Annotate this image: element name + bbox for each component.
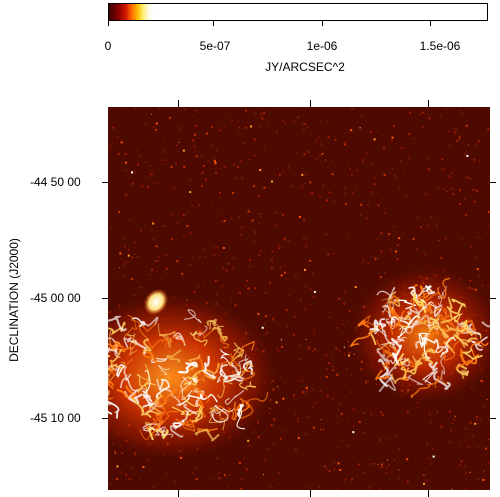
dec-tick-left [102, 298, 108, 299]
colorbar-tick [108, 21, 109, 26]
dec-tick-right [490, 298, 496, 299]
dec-tick-left [102, 182, 108, 183]
colorbar-title: JY/ARCSEC^2 [265, 60, 345, 74]
colorbar-tick [430, 21, 431, 26]
radio-image [108, 107, 490, 490]
dec-tick-label-0: -44 50 00 [30, 175, 81, 189]
ra-tick-top [428, 100, 429, 107]
ra-tick-bottom [178, 490, 179, 497]
declination-axis-title: DECLINATION (J2000) [7, 238, 21, 362]
colorbar-tick [322, 21, 323, 26]
colorbar-label-1: 5e-07 [199, 39, 231, 53]
bright-knot [143, 288, 169, 316]
dec-tick-label-1: -45 00 00 [30, 291, 81, 305]
ra-tick-bottom [310, 490, 311, 497]
colorbar-label-2: 1e-06 [306, 39, 338, 53]
colorbar-label-3: 1.5e-06 [419, 39, 461, 53]
ra-tick-top [178, 100, 179, 107]
colorbar-tick [213, 21, 214, 26]
dec-tick-left [102, 418, 108, 419]
colorbar [108, 3, 488, 21]
sky-map [108, 107, 490, 490]
ra-tick-bottom [428, 490, 429, 497]
dec-tick-label-2: -45 10 00 [30, 411, 81, 425]
dec-tick-right [490, 182, 496, 183]
colorbar-label-0: 0 [104, 39, 112, 53]
ra-tick-top [310, 100, 311, 107]
dec-tick-right [490, 418, 496, 419]
